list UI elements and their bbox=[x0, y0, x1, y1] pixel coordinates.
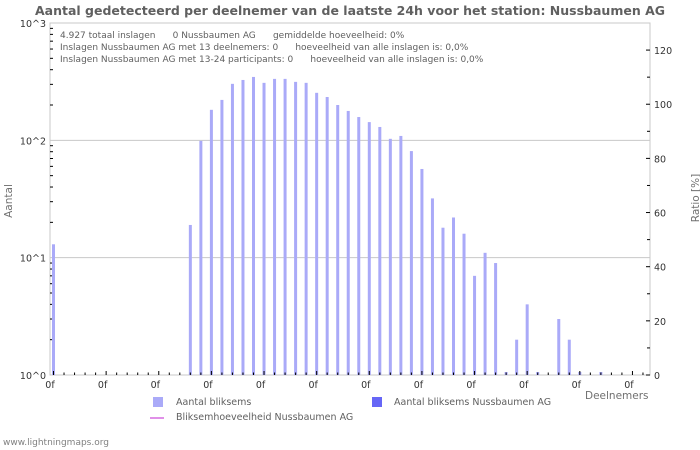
svg-text:0f: 0f bbox=[572, 380, 582, 391]
svg-text:0f: 0f bbox=[256, 380, 266, 391]
info-line-13: Inslagen Nussbaumen AG met 13 deelnemers… bbox=[60, 43, 469, 53]
chart-title: Aantal gedetecteerd per deelnemer van de… bbox=[34, 3, 666, 18]
x-axis-title: Deelnemers bbox=[585, 390, 649, 402]
svg-text:0f: 0f bbox=[203, 380, 213, 391]
svg-text:60: 60 bbox=[654, 209, 666, 220]
y-axis-title: Aantal bbox=[2, 184, 15, 218]
svg-text:0: 0 bbox=[654, 371, 660, 382]
svg-text:0f: 0f bbox=[98, 380, 108, 391]
svg-text:0f: 0f bbox=[519, 380, 529, 391]
svg-text:0f: 0f bbox=[361, 380, 371, 391]
svg-text:0f: 0f bbox=[45, 380, 55, 391]
svg-text:80: 80 bbox=[654, 154, 666, 165]
svg-text:0f: 0f bbox=[151, 380, 161, 391]
svg-text:10^0: 10^0 bbox=[20, 371, 46, 382]
svg-text:0f: 0f bbox=[466, 380, 476, 391]
svg-text:100: 100 bbox=[654, 100, 672, 111]
y2-axis-title: Ratio [%] bbox=[690, 173, 700, 223]
legend-swatch-station bbox=[372, 397, 382, 407]
svg-text:20: 20 bbox=[654, 317, 666, 328]
legend-label-station: Aantal bliksems Nussbaumen AG bbox=[394, 397, 552, 408]
svg-text:0f: 0f bbox=[624, 380, 634, 391]
svg-text:120: 120 bbox=[654, 46, 672, 57]
info-line-total: 4.927 totaal inslagen 0 Nussbaumen AG ge… bbox=[60, 31, 405, 41]
svg-text:0f: 0f bbox=[308, 380, 318, 391]
footer-link[interactable]: www.lightningmaps.org bbox=[3, 438, 109, 448]
svg-text:0f: 0f bbox=[414, 380, 424, 391]
legend-label-ratio: Bliksemhoeveelheid Nussbaumen AG bbox=[176, 412, 354, 423]
svg-text:10^1: 10^1 bbox=[20, 254, 46, 265]
svg-text:10^3: 10^3 bbox=[20, 19, 46, 30]
legend-swatch-aantal bbox=[153, 397, 163, 407]
legend-line-ratio bbox=[150, 417, 164, 419]
legend-label-aantal: Aantal bliksems bbox=[176, 397, 252, 408]
info-line-13-24: Inslagen Nussbaumen AG met 13-24 partici… bbox=[60, 55, 484, 65]
svg-text:10^2: 10^2 bbox=[20, 136, 46, 147]
svg-text:40: 40 bbox=[654, 263, 666, 274]
